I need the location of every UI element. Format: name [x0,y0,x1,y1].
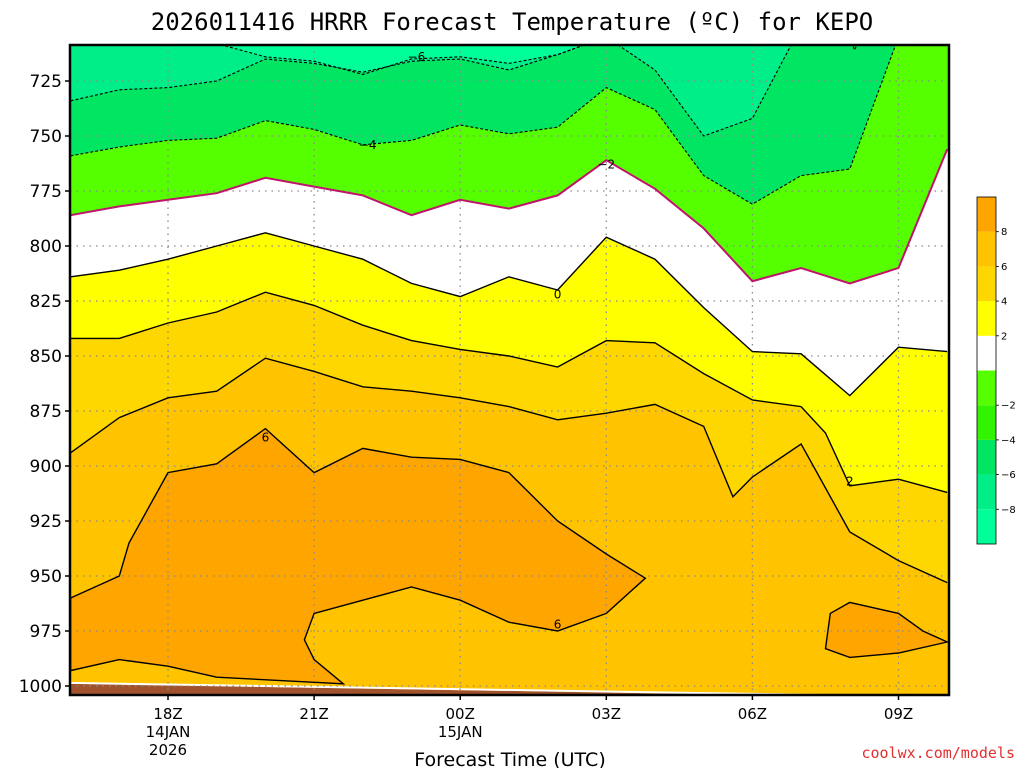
x-tick-label: 03Z [592,705,621,723]
y-tick-label: 850 [30,347,62,367]
colorbar-tick-label: 2 [1001,331,1007,342]
colorbar: −8 −6 −4 −2 2 4 6 8 [976,196,1016,545]
y-tick-label: 875 [30,402,62,422]
y-tick-label: 1000 [19,677,62,697]
colorbar-tick-label: −4 [1001,435,1016,446]
colorbar-tick-label: 6 [1001,262,1007,273]
colorbar-tick-label: −6 [1001,470,1016,481]
contour-label: −6 [408,50,426,64]
x-tick-label: 14JAN [146,723,191,741]
contour-line-level--2 [70,45,897,205]
y-tick-label: 975 [30,622,62,642]
colorbar-segment [977,509,996,544]
contour-line-level-2 [70,232,948,397]
contour-line-level--6 [219,45,586,75]
x-tick-label: 2026 [149,741,187,759]
grid-lines [70,45,949,695]
x-tick-label: 18Z [153,705,182,723]
contour-line-level--4 [70,45,792,137]
y-tick-label: 750 [30,127,62,147]
contour-fill-layer [70,45,949,695]
x-tick-label: 15JAN [438,723,483,741]
colorbar-tick-label: −2 [1001,401,1016,412]
colorbar-segment [977,405,996,440]
x-tick-label: 09Z [884,705,913,723]
colorbar-tick-label: 8 [1001,227,1007,238]
contour-line-level-0 [70,148,949,285]
contour-label: −4 [359,138,377,152]
fill-band-level-8 [70,428,646,684]
x-tick-label: 06Z [738,705,767,723]
x-axis-label: Forecast Time (UTC) [414,749,605,768]
colorbar-segment [977,231,996,267]
contour-label-layer: −6 −4 −2 0 2 6 6 [262,50,854,632]
y-tick-label: 800 [30,237,62,257]
y-tick-label: 825 [30,292,62,312]
y-tick-label: 950 [30,567,62,587]
y-tick-label: 925 [30,512,62,532]
contour-line-level-4 [70,291,948,494]
contour-line-level-8 [824,601,949,659]
colorbar-segment [977,370,996,406]
contour-label: 2 [846,474,854,488]
contour-label: −2 [597,158,615,172]
x-tick-label: 00Z [446,705,475,723]
fill-band-level-8 [825,602,948,658]
colorbar-segment [977,197,996,232]
plot-frame [68,43,951,697]
contour-label: 0 [554,287,562,301]
colorbar-tick-label: −8 [1001,505,1016,516]
y-tick-label: 775 [30,182,62,202]
contour-label: 6 [554,617,562,631]
y-tick-label: 900 [30,457,62,477]
contour-line-layer [70,45,949,685]
x-tick-label: 21Z [299,705,328,723]
colorbar-segment [977,474,996,510]
colorbar-frame [976,196,997,545]
colorbar-segment [977,266,996,302]
colorbar-segment [977,335,996,371]
colorbar-segment [977,301,996,336]
y-axis: 725 750 775 800 825 850 875 900 925 950 975 1000 [19,72,70,697]
contour-label: 6 [262,430,270,444]
contour-line-level-8 [70,427,647,685]
credit-text: coolwx.com/models [861,744,1015,762]
colorbar-tick-label: 4 [1001,297,1007,308]
y-tick-label: 725 [30,72,62,92]
colorbar-segment [977,439,996,475]
contour-line-level-6 [70,357,948,584]
chart-title: 2026011416 HRRR Forecast Temperature (ºC… [151,8,873,36]
